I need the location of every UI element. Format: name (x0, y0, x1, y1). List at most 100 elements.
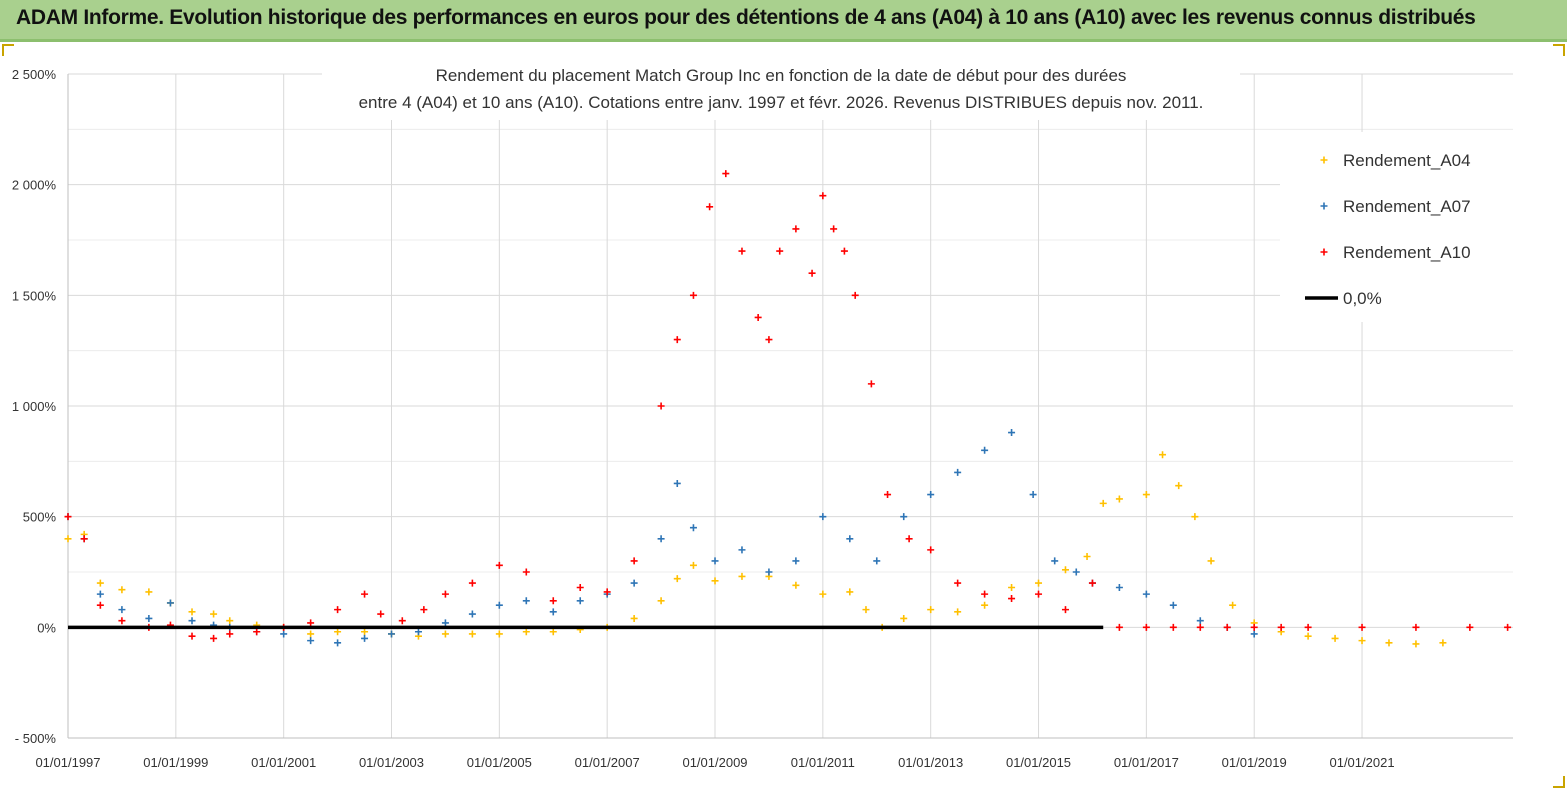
point-rendement_a07 (657, 535, 665, 543)
point-rendement_a07 (711, 557, 719, 565)
series-points (64, 170, 1512, 648)
x-tick-label: 01/01/2007 (575, 755, 640, 770)
point-rendement_a07 (1115, 583, 1123, 591)
point-rendement_a07 (1029, 491, 1037, 499)
point-rendement_a10 (96, 601, 104, 609)
point-rendement_a04 (1439, 639, 1447, 647)
point-rendement_a07 (495, 601, 503, 609)
point-rendement_a10 (603, 588, 611, 596)
point-rendement_a10 (840, 247, 848, 255)
point-rendement_a04 (711, 577, 719, 585)
point-rendement_a07 (765, 568, 773, 576)
point-rendement_a10 (1412, 623, 1420, 631)
point-rendement_a04 (657, 597, 665, 605)
point-rendement_a10 (630, 557, 638, 565)
point-rendement_a04 (792, 581, 800, 589)
point-rendement_a10 (981, 590, 989, 598)
point-rendement_a07 (673, 479, 681, 487)
point-rendement_a10 (954, 579, 962, 587)
point-rendement_a04 (1229, 601, 1237, 609)
chart-area: - 500% 0% 500% 1 000% 1 500% 2 000% 2 500% 01/0… (0, 42, 1567, 790)
point-rendement_a04 (954, 608, 962, 616)
point-rendement_a04 (468, 630, 476, 638)
point-rendement_a07 (307, 637, 315, 645)
axes: - 500% 0% 500% 1 000% 1 500% 2 000% 2 500% 01/0… (12, 67, 1513, 770)
x-tick-label: 01/01/2015 (1006, 755, 1071, 770)
point-rendement_a10 (867, 380, 875, 388)
point-rendement_a10 (1223, 623, 1231, 631)
report-title: ADAM Informe. Evolution historique des p… (16, 6, 1476, 29)
corner-mark-bottom-right (1553, 776, 1565, 788)
point-rendement_a04 (1207, 557, 1215, 565)
chart-title-line-1: Rendement du placement Match Group Inc e… (436, 66, 1127, 85)
point-rendement_a07 (576, 597, 584, 605)
x-tick-label: 01/01/2001 (251, 755, 316, 770)
point-rendement_a04 (495, 630, 503, 638)
point-rendement_a04 (1083, 553, 1091, 561)
point-rendement_a04 (1061, 566, 1069, 574)
point-rendement_a10 (776, 247, 784, 255)
legend-swatch-rendement_a10 (1320, 248, 1328, 256)
point-rendement_a04 (1385, 639, 1393, 647)
legend: Rendement_A04 Rendement_A07 Rendement_A10 0… (1305, 151, 1471, 308)
point-rendement_a10 (1196, 623, 1204, 631)
point-rendement_a10 (722, 170, 730, 178)
y-tick-label: 2 500% (12, 67, 57, 82)
point-rendement_a04 (630, 614, 638, 622)
point-rendement_a07 (334, 639, 342, 647)
point-rendement_a04 (819, 590, 827, 598)
point-rendement_a10 (253, 628, 261, 636)
point-rendement_a10 (495, 561, 503, 569)
point-rendement_a07 (1072, 568, 1080, 576)
y-tick-label: 2 000% (12, 178, 57, 193)
point-rendement_a07 (873, 557, 881, 565)
point-rendement_a10 (754, 313, 762, 321)
point-rendement_a07 (981, 446, 989, 454)
point-rendement_a10 (377, 610, 385, 618)
y-tick-label: 1 500% (12, 288, 57, 303)
point-rendement_a04 (1008, 583, 1016, 591)
point-rendement_a07 (96, 590, 104, 598)
point-rendement_a10 (522, 568, 530, 576)
point-rendement_a07 (1250, 630, 1258, 638)
point-rendement_a10 (830, 225, 838, 233)
chart-title-line-2: entre 4 (A04) et 10 ans (A10). Cotations… (359, 93, 1204, 112)
point-rendement_a10 (334, 606, 342, 614)
point-rendement_a10 (1277, 623, 1285, 631)
point-rendement_a04 (1331, 634, 1339, 642)
point-rendement_a10 (738, 247, 746, 255)
point-rendement_a07 (188, 617, 196, 625)
point-rendement_a04 (549, 628, 557, 636)
point-rendement_a10 (905, 535, 913, 543)
point-rendement_a07 (441, 619, 449, 627)
point-rendement_a10 (468, 579, 476, 587)
point-rendement_a10 (441, 590, 449, 598)
point-rendement_a04 (64, 535, 72, 543)
point-rendement_a07 (118, 606, 126, 614)
legend-label: Rendement_A07 (1343, 197, 1471, 216)
point-rendement_a10 (927, 546, 935, 554)
point-rendement_a10 (576, 583, 584, 591)
point-rendement_a10 (1466, 623, 1474, 631)
point-rendement_a07 (414, 628, 422, 636)
legend-swatch-rendement_a07 (1320, 202, 1328, 210)
point-rendement_a10 (1304, 623, 1312, 631)
title-background (322, 60, 1240, 120)
point-rendement_a04 (361, 628, 369, 636)
point-rendement_a04 (673, 575, 681, 583)
series-rendement_a07 (64, 429, 1258, 647)
point-rendement_a10 (1142, 623, 1150, 631)
point-rendement_a07 (361, 634, 369, 642)
point-rendement_a07 (280, 630, 288, 638)
point-rendement_a10 (226, 630, 234, 638)
point-rendement_a10 (80, 535, 88, 543)
point-rendement_a04 (862, 606, 870, 614)
point-rendement_a10 (657, 402, 665, 410)
point-rendement_a07 (689, 524, 697, 532)
point-rendement_a04 (846, 588, 854, 596)
corner-mark-top-left (2, 44, 14, 56)
point-rendement_a07 (954, 468, 962, 476)
point-rendement_a04 (188, 608, 196, 616)
point-rendement_a10 (884, 491, 892, 499)
point-rendement_a04 (96, 579, 104, 587)
